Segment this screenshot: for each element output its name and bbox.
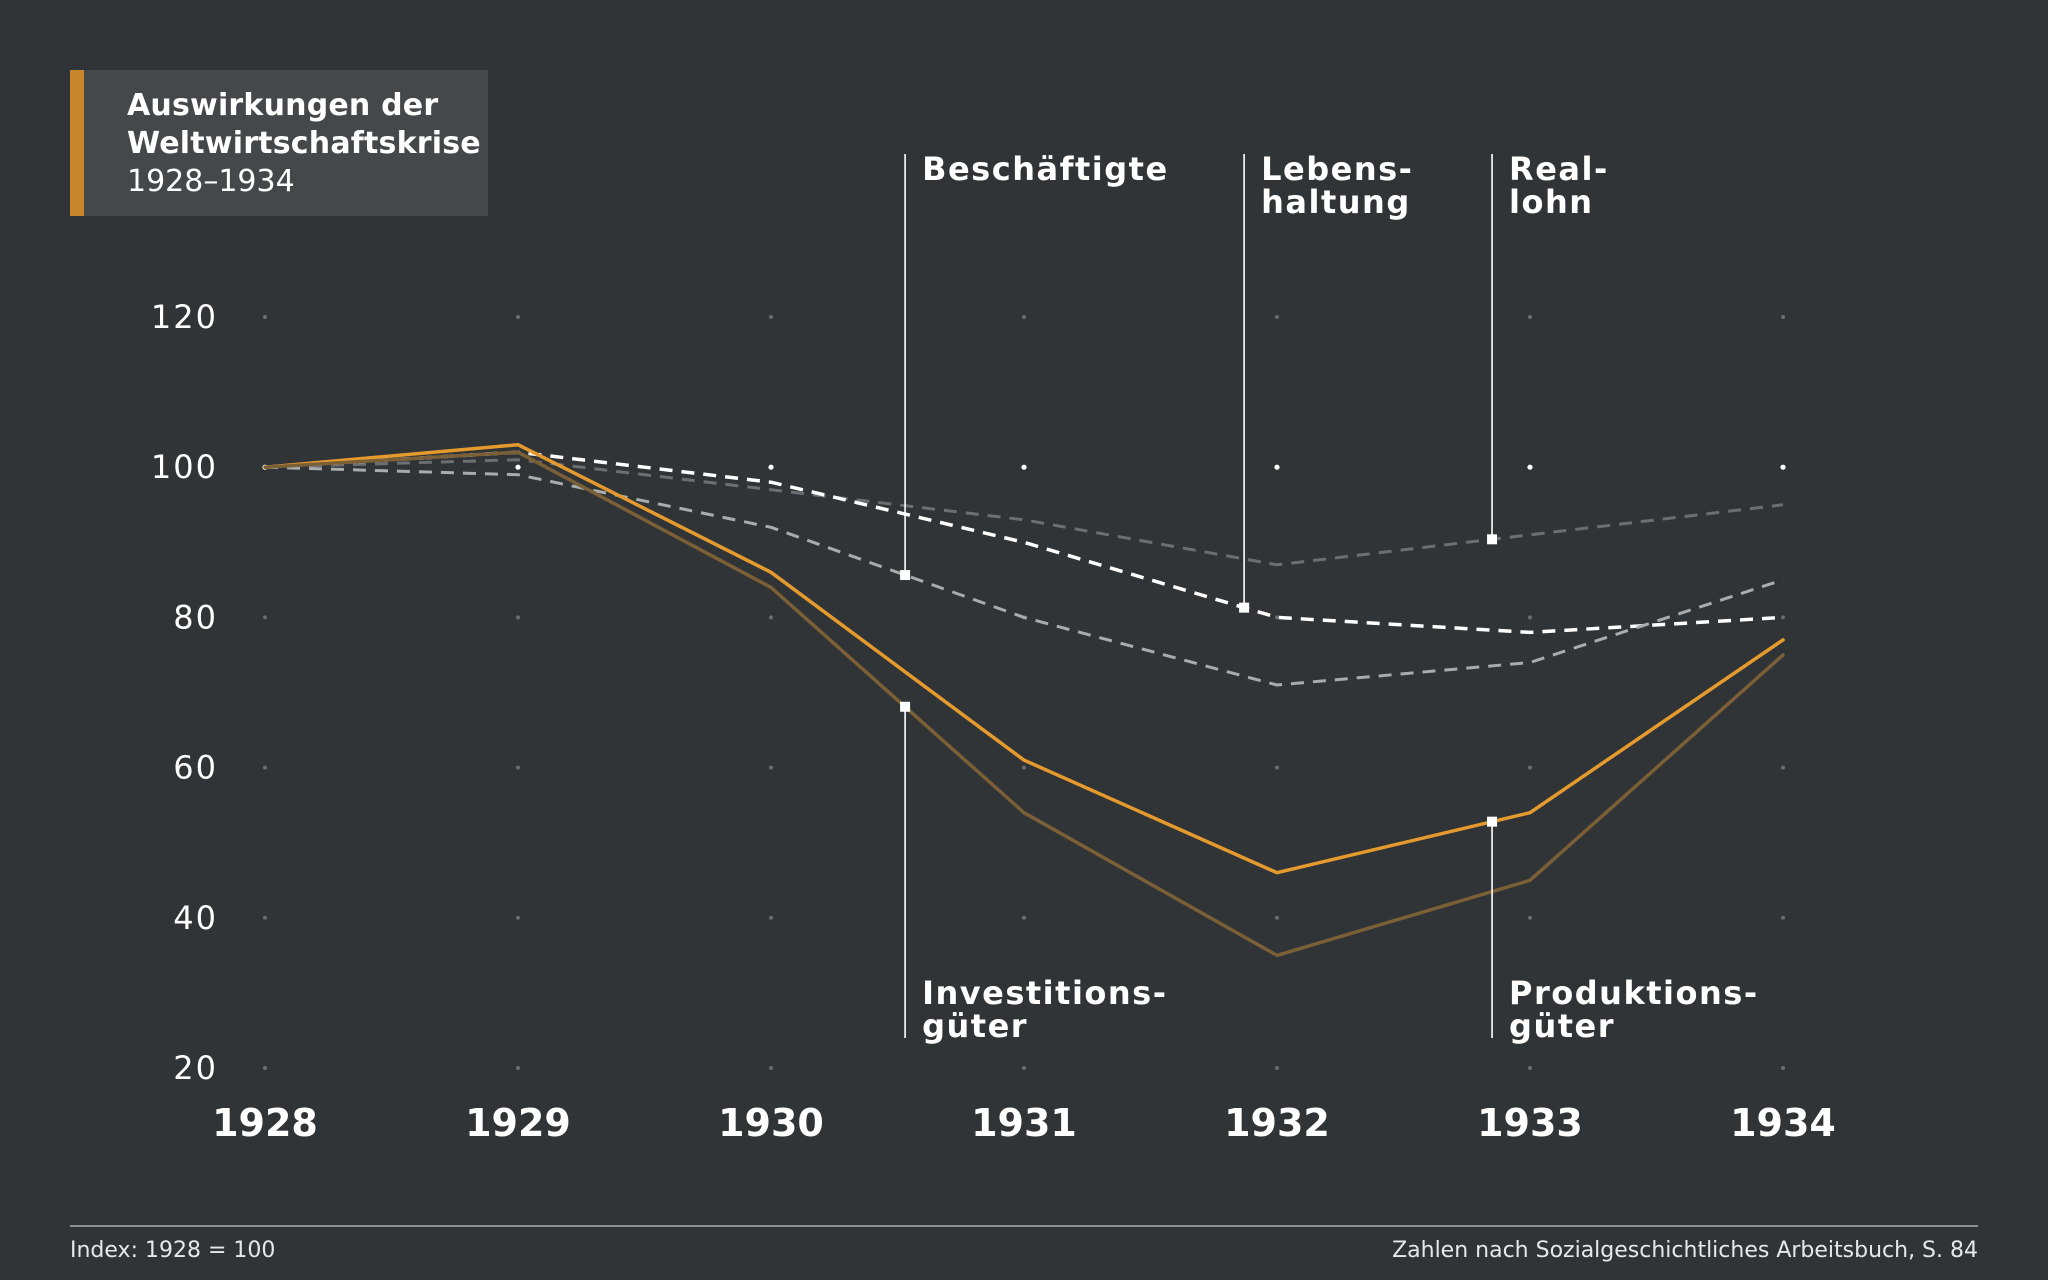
grid-dot <box>1274 464 1280 470</box>
grid-dot <box>1022 915 1026 920</box>
grid-dot <box>1528 1066 1532 1070</box>
grid-dot <box>516 1066 520 1070</box>
grid-dot <box>1022 315 1026 319</box>
grid-dot <box>769 915 773 920</box>
y-tick-label: 40 <box>173 899 218 937</box>
grid-dot <box>516 615 520 620</box>
x-tick-label: 1931 <box>971 1101 1077 1145</box>
y-tick-label: 80 <box>173 598 218 636</box>
y-tick-label: 100 <box>151 448 218 486</box>
grid-dot <box>516 915 520 920</box>
grid-dot <box>769 315 773 319</box>
x-tick-label: 1933 <box>1477 1101 1583 1145</box>
x-tick-label: 1930 <box>718 1101 824 1145</box>
series-line-beschäftigte <box>264 465 1784 687</box>
grid-dot <box>769 765 773 770</box>
x-tick-label: 1934 <box>1730 1101 1836 1145</box>
series-label-produktionsgüter: güter <box>1509 1007 1615 1045</box>
grid-dot <box>263 315 267 319</box>
marker-produktionsgüter <box>1487 816 1498 827</box>
marker-lebenshaltung <box>1239 602 1250 613</box>
grid-dot <box>769 615 773 620</box>
grid-dot <box>1781 915 1785 920</box>
grid-dot <box>1528 765 1532 770</box>
series-label-produktionsgüter: Produktions- <box>1509 974 1759 1012</box>
grid-dot <box>1528 615 1532 620</box>
grid-dot <box>516 765 520 770</box>
footer-index-note: Index: 1928 = 100 <box>70 1238 276 1263</box>
grid-dot <box>1781 615 1785 620</box>
grid-dot <box>263 765 267 770</box>
title-accent-bar <box>70 70 84 216</box>
grid-dot <box>1022 1066 1026 1070</box>
y-tick-label: 20 <box>173 1049 218 1087</box>
grid-dot <box>1528 915 1532 920</box>
grid-dot <box>1527 464 1533 470</box>
series-label-reallohn: Real- <box>1509 150 1609 188</box>
x-tick-label: 1928 <box>212 1101 318 1145</box>
grid-dot <box>1780 464 1786 470</box>
grid-dot <box>1022 765 1026 770</box>
series-line-reallohn <box>264 458 1784 567</box>
grid-dot <box>1021 464 1027 470</box>
series-line-produktionsgüter <box>263 442 1785 875</box>
y-tick-label: 60 <box>173 749 218 787</box>
grid-dot <box>263 915 267 920</box>
series-label-reallohn: lohn <box>1509 183 1594 221</box>
x-tick-label: 1929 <box>465 1101 571 1145</box>
grid-dot <box>1781 765 1785 770</box>
chart-title-line1: Auswirkungen der <box>127 88 439 123</box>
grid-dot <box>1275 1066 1279 1070</box>
grid-dot <box>1528 315 1532 319</box>
series-line-lebenshaltung <box>264 450 1784 635</box>
marker-investitionsgüter <box>900 701 911 712</box>
series-label-beschäftigte: Beschäftigte <box>922 150 1169 188</box>
chart-subtitle: 1928–1934 <box>127 164 295 199</box>
footer-divider <box>70 1225 1978 1227</box>
series-label-lebenshaltung: haltung <box>1261 183 1411 221</box>
grid-dot <box>769 1066 773 1070</box>
x-tick-label: 1932 <box>1224 1101 1330 1145</box>
marker-reallohn <box>1487 534 1498 545</box>
marker-beschäftigte <box>900 570 911 581</box>
chart-title-box: Auswirkungen der Weltwirtschaftskrise 19… <box>70 70 488 216</box>
grid-dot <box>516 315 520 319</box>
y-tick-label: 120 <box>151 298 218 336</box>
series-label-investitionsgüter: Investitions- <box>922 974 1167 1012</box>
grid-dot <box>515 464 521 470</box>
grid-dot <box>1275 315 1279 319</box>
grid-dot <box>1275 765 1279 770</box>
footer-source: Zahlen nach Sozialgeschichtliches Arbeit… <box>1392 1238 1978 1263</box>
grid-dot <box>1781 1066 1785 1070</box>
grid-dot <box>1275 615 1279 620</box>
grid-dot <box>263 1066 267 1070</box>
grid-dot <box>1781 315 1785 319</box>
grid-dot <box>263 615 267 620</box>
series-label-investitionsgüter: güter <box>922 1007 1028 1045</box>
chart-title-line2: Weltwirtschaftskrise <box>127 126 481 161</box>
grid-dot <box>768 464 774 470</box>
grid-dot <box>1275 915 1279 920</box>
series-label-lebenshaltung: Lebens- <box>1261 150 1413 188</box>
series-line-investitionsgüter <box>263 450 1785 958</box>
